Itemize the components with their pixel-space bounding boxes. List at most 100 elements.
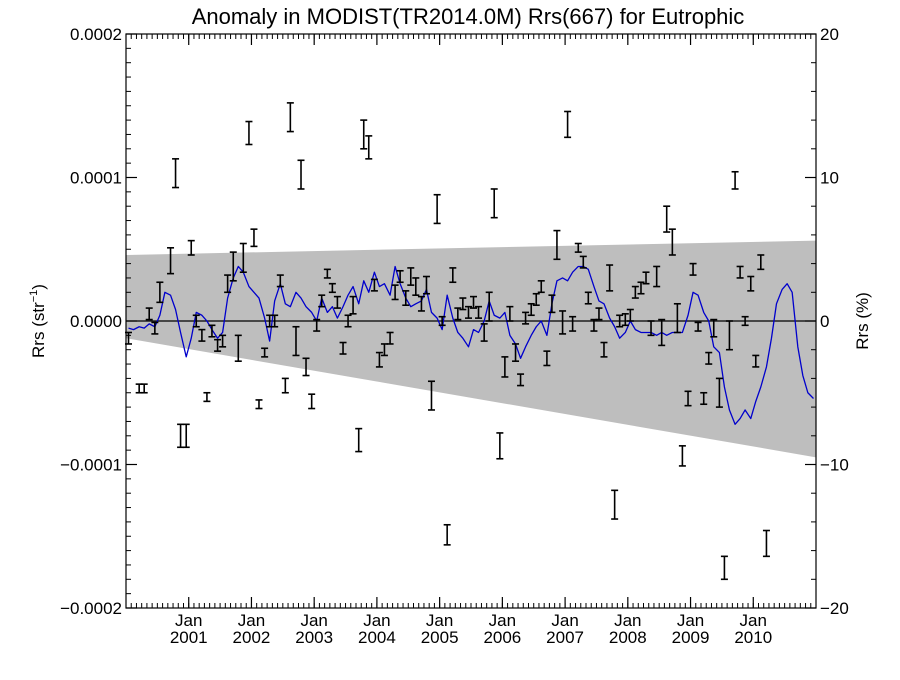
error-bar [219,334,227,348]
x-tick-year-label: 2009 [672,628,710,647]
error-bar [250,228,258,248]
left-y-axis: 0.0002 0.0001 0.0000 −0.0001 −0.0002 [60,25,137,618]
error-bar [668,228,676,256]
error-bar [642,271,650,285]
uncertainty-band [126,240,816,458]
uncertainty-band-layer [126,240,816,458]
left-y-tick-label: 0.0001 [70,169,122,188]
error-bar [281,377,289,394]
error-bar [658,318,666,347]
error-bar [333,295,341,309]
error-bar [370,278,378,292]
x-tick-month-label: Jan [300,611,327,630]
error-bar [375,351,383,368]
error-bar [297,159,305,190]
error-bar [208,324,216,338]
error-bar [417,295,425,312]
error-bar [140,383,148,394]
left-y-tick-label: 0.0002 [70,25,122,44]
error-bar [564,110,572,139]
error-bar [747,275,755,292]
x-tick-year-label: 2007 [546,628,584,647]
error-bar [584,291,592,305]
error-bar [501,356,509,378]
error-bar [313,318,321,332]
error-bar [407,267,415,286]
error-bar [705,351,713,365]
error-bar [678,445,686,467]
error-bar [229,251,237,282]
left-y-axis-label: Rrs (str−1) [28,284,48,358]
error-bar [579,255,587,269]
error-bar [512,343,520,362]
error-bar [271,314,279,328]
error-bar [470,295,478,309]
error-bar [454,307,462,321]
error-bar [694,321,702,332]
error-bar [621,313,629,327]
error-bar [151,321,159,335]
error-bar [167,247,175,275]
error-bar [344,314,352,328]
error-bar [449,267,457,284]
error-bar [741,315,749,327]
error-bar [386,331,394,345]
error-bar [339,341,347,355]
error-bar [616,314,624,328]
x-tick-month-label: Jan [175,611,202,630]
error-bar [135,383,143,394]
x-tick-month-label: Jan [551,611,578,630]
error-bar [663,205,671,233]
x-tick-year-label: 2006 [483,628,521,647]
error-bar [177,423,185,449]
error-bar [239,242,247,274]
error-bar [731,170,739,190]
error-bar [402,290,410,307]
left-y-axis-label-superscript: −1 [28,290,40,303]
error-bar [214,338,222,352]
x-tick-month-label: Jan [614,611,641,630]
error-bar [234,334,242,362]
anomaly-series-line [128,265,814,425]
left-y-tick-label: 0.0000 [70,312,122,331]
error-bar-layer [125,102,770,581]
error-bar [427,380,435,411]
error-bar [396,269,404,284]
error-bar [673,302,681,334]
error-bar [762,529,770,558]
error-bar [172,158,180,189]
error-bar [302,357,310,377]
error-bar [559,310,567,335]
x-tick-year-label: 2005 [421,628,459,647]
chart-title: Anomaly in MODIST(TR2014.0M) Rrs(667) fo… [192,4,745,29]
error-bar [496,432,504,460]
error-bar [182,423,190,449]
error-bar [328,282,336,294]
error-bar [443,523,451,546]
error-bar [261,347,269,358]
right-y-tick-label: 10 [820,169,839,188]
right-y-axis: 20 10 0 −10 −20 [805,25,849,618]
x-tick-month-label: Jan [363,611,390,630]
anomaly-line-layer [128,265,814,425]
error-bar [187,239,195,256]
error-bar [391,284,399,301]
x-tick-year-label: 2003 [295,628,333,647]
x-tick-month-label: Jan [238,611,265,630]
error-bar [276,274,284,288]
error-bar [653,265,661,288]
left-y-tick-label: −0.0002 [60,599,122,618]
error-bar [365,135,373,160]
error-bar [433,193,441,225]
error-bar [600,341,608,358]
error-bar [323,268,331,279]
error-bar [543,350,551,367]
error-bar [715,377,723,408]
x-tick-month-label: Jan [677,611,704,630]
right-y-tick-label: 0 [820,312,829,331]
error-bar [459,297,467,311]
right-y-axis-label: Rrs (%) [853,292,872,350]
x-tick-month-label: Jan [489,611,516,630]
error-bar [720,555,728,581]
